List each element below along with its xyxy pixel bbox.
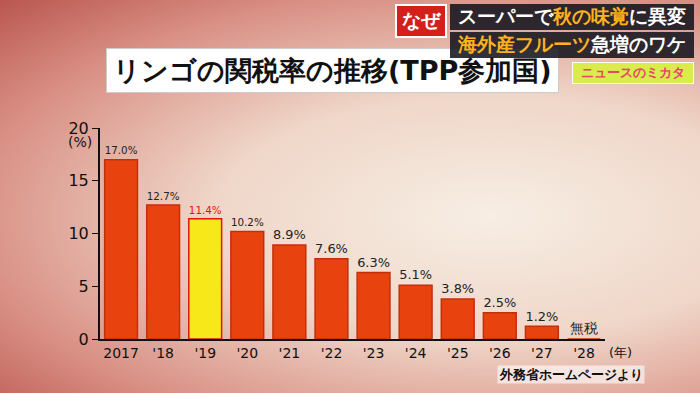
svg-text:17.0%: 17.0%: [105, 144, 138, 156]
html-text:海外産フルーツ急増のワケ: 海外産フルーツ急増のワケ: [458, 32, 686, 55]
svg-text:'27: '27: [531, 345, 553, 361]
html-text:ニュースのミカタ: ニュースのミカタ: [581, 64, 685, 80]
svg-text:11.4%: 11.4%: [189, 204, 222, 216]
html-text:なぜ: なぜ: [402, 9, 440, 31]
svg-text:'19: '19: [194, 345, 216, 361]
svg-text:'20: '20: [236, 345, 258, 361]
svg-text:12.7%: 12.7%: [147, 190, 180, 202]
svg-text:'23: '23: [363, 345, 385, 361]
svg-text:10.2%: 10.2%: [231, 216, 264, 228]
svg-text:3.8%: 3.8%: [441, 281, 474, 296]
svg-text:'28: '28: [573, 345, 595, 361]
svg-text:2.5%: 2.5%: [483, 295, 516, 310]
svg-text:(年): (年): [609, 345, 632, 360]
svg-text:1.2%: 1.2%: [525, 309, 558, 324]
svg-text:8.9%: 8.9%: [273, 227, 306, 242]
svg-text:0: 0: [79, 330, 89, 349]
svg-text:7.6%: 7.6%: [315, 241, 348, 256]
svg-text:15: 15: [68, 171, 88, 190]
svg-text:'24: '24: [405, 345, 427, 361]
svg-text:リンゴの関税率の推移(TPP参加国): リンゴの関税率の推移(TPP参加国): [113, 55, 552, 86]
svg-text:10: 10: [68, 224, 88, 243]
svg-text:'18: '18: [152, 345, 174, 361]
svg-text:20: 20: [68, 119, 88, 138]
svg-text:'25: '25: [447, 345, 469, 361]
svg-text:(%): (%): [68, 134, 92, 150]
svg-text:6.3%: 6.3%: [357, 255, 390, 270]
html-text:スーパーで秋の味覚に異変: スーパーで秋の味覚に異変: [458, 5, 686, 27]
svg-text:無税: 無税: [570, 320, 598, 336]
svg-text:5.1%: 5.1%: [399, 267, 432, 282]
svg-text:外務省ホームページより: 外務省ホームページより: [499, 367, 643, 382]
svg-text:'21: '21: [279, 345, 301, 361]
svg-text:2017: 2017: [103, 345, 139, 361]
svg-text:'26: '26: [489, 345, 511, 361]
svg-text:'22: '22: [321, 345, 343, 361]
svg-text:5: 5: [79, 277, 89, 296]
